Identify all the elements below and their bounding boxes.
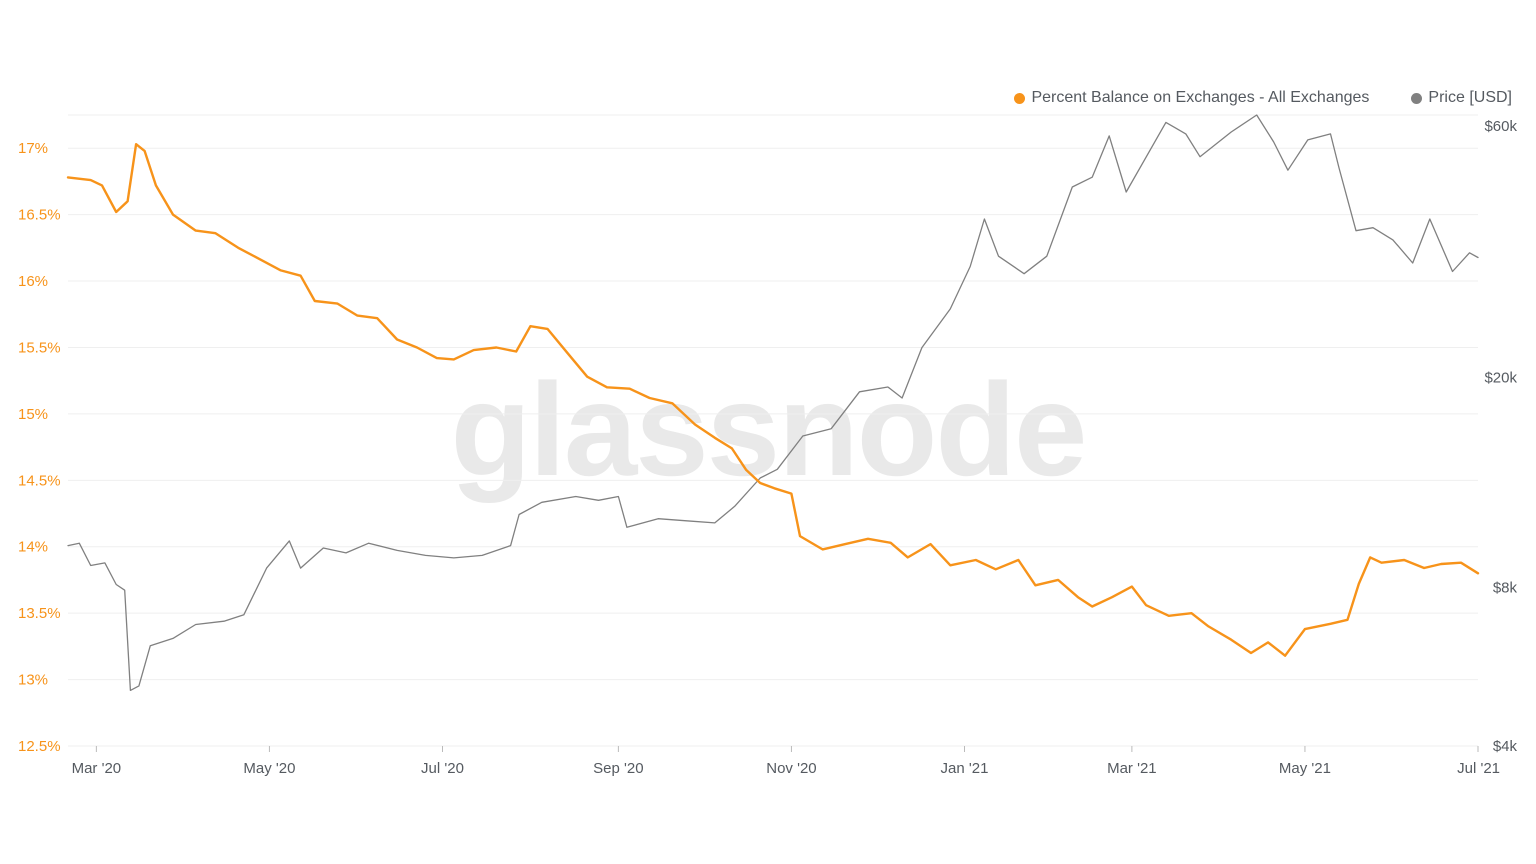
left-tick-label: 14.5% [18, 472, 61, 489]
watermark: glassnode [451, 356, 1086, 503]
right-tick-label: $20k [1484, 370, 1517, 387]
right-axis: $60k $20k $8k $4k [1484, 118, 1517, 755]
x-tick-label: May '20 [243, 760, 295, 777]
x-tick-label: Jul '21 [1457, 760, 1500, 777]
left-tick-label: 15.5% [18, 339, 61, 356]
legend-item-balance[interactable]: Percent Balance on Exchanges - All Excha… [1014, 89, 1369, 107]
legend-dot-price [1411, 92, 1423, 104]
left-axis: 17% 16.5% 16% 15.5% 15% 14.5% 14% 13.5% 13% 12.5% [18, 140, 61, 755]
left-tick-label: 15% [18, 406, 48, 423]
x-tick-label: Sep '20 [593, 760, 643, 777]
chart-legend: Percent Balance on Exchanges - All Excha… [1014, 89, 1512, 107]
right-tick-label: $4k [1493, 738, 1518, 755]
left-tick-label: 12.5% [18, 738, 61, 755]
right-tick-label: $8k [1493, 579, 1518, 596]
x-tick-label: Jul '20 [421, 760, 464, 777]
series-line-price[interactable] [67, 114, 1479, 692]
left-tick-label: 13% [18, 672, 48, 689]
series-line-balance[interactable] [66, 143, 1480, 657]
legend-label-balance: Percent Balance on Exchanges - All Excha… [1031, 89, 1370, 106]
left-tick-label: 16.5% [18, 207, 61, 224]
left-tick-label: 14% [18, 539, 48, 556]
x-tick-label: Mar '20 [72, 760, 122, 777]
legend-dot-balance [1014, 92, 1026, 104]
left-tick-label: 16% [18, 273, 48, 290]
left-tick-label: 17% [18, 140, 48, 157]
x-tick-label: Mar '21 [1107, 760, 1157, 777]
legend-item-price[interactable]: Price [USD] [1411, 89, 1512, 107]
x-tick-label: May '21 [1279, 760, 1331, 777]
series-layer [66, 114, 1480, 692]
left-tick-label: 13.5% [18, 605, 61, 622]
right-tick-label: $60k [1484, 118, 1517, 135]
x-tick-label: Nov '20 [766, 760, 816, 777]
grid-lines [68, 114, 1478, 747]
x-axis: Mar '20 May '20 Jul '20 Sep '20 Nov '20 Jan '… [72, 746, 1500, 777]
legend-label-price: Price [USD] [1428, 89, 1512, 106]
x-tick-label: Jan '21 [941, 760, 989, 777]
